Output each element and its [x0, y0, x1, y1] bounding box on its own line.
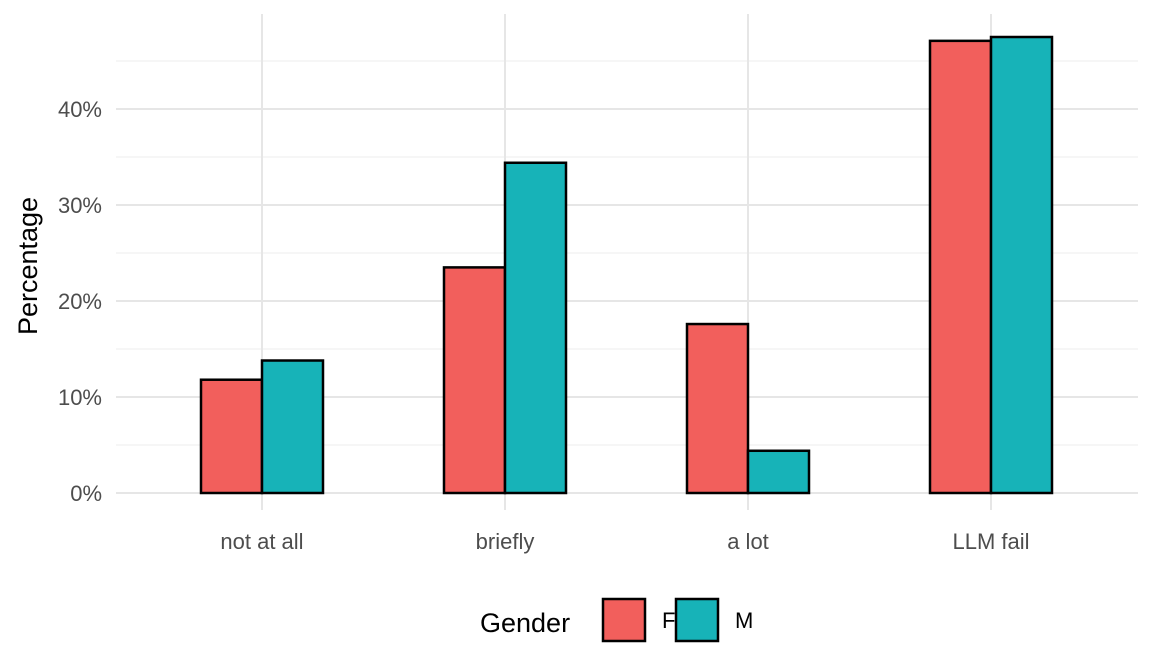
x-tick-label: a lot: [727, 529, 769, 554]
bars: [199, 35, 1054, 495]
y-tick-label: 40%: [58, 97, 102, 122]
bar-F-briefly: [442, 266, 507, 495]
legend-label-F: F: [662, 608, 675, 633]
y-tick-label: 0%: [70, 481, 102, 506]
y-tick-label: 20%: [58, 289, 102, 314]
bar-M-a-lot: [746, 449, 811, 495]
y-axis-title: Percentage: [13, 197, 43, 335]
legend-key-F: [601, 597, 647, 643]
legend-key-M: [674, 597, 720, 643]
bar-F-llm-fail: [928, 39, 993, 495]
legend-title: Gender: [480, 608, 570, 638]
x-tick-label: LLM fail: [952, 529, 1029, 554]
bar-F-a-lot: [685, 322, 750, 495]
y-tick-label: 30%: [58, 193, 102, 218]
y-axis-ticks: 0% 10% 20% 30% 40%: [58, 97, 102, 506]
bar-M-not-at-all: [260, 359, 325, 495]
bar-M-briefly: [503, 161, 568, 495]
legend-label-M: M: [735, 608, 753, 633]
x-tick-label: briefly: [476, 529, 535, 554]
bar-M-llm-fail: [989, 35, 1054, 495]
x-axis-ticks: not at all briefly a lot LLM fail: [220, 529, 1029, 554]
bar-F-not-at-all: [199, 378, 264, 495]
x-tick-label: not at all: [220, 529, 303, 554]
y-tick-label: 10%: [58, 385, 102, 410]
